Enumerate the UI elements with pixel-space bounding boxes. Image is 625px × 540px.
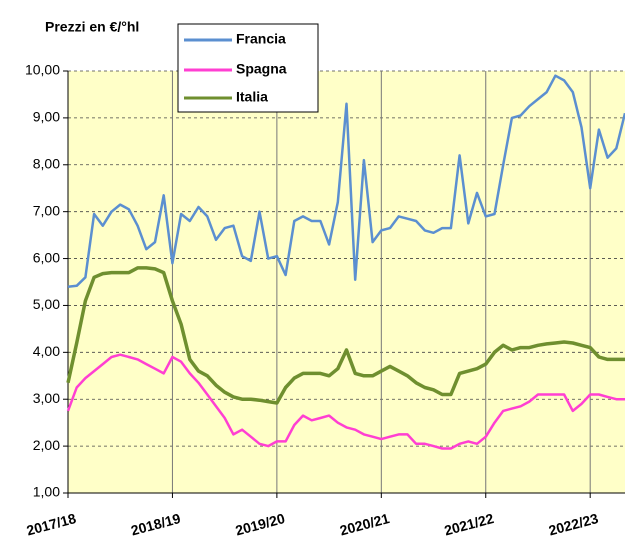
legend-label: Spagna bbox=[236, 61, 287, 77]
y-tick-label: 9,00 bbox=[33, 109, 60, 125]
plot-area bbox=[68, 71, 625, 493]
series-line bbox=[67, 74, 625, 288]
series-line bbox=[66, 266, 625, 405]
y-tick-label: 1,00 bbox=[33, 484, 60, 500]
series-line bbox=[66, 353, 625, 450]
y-tick-label: 6,00 bbox=[33, 249, 60, 265]
x-tick-label: 2019/20 bbox=[234, 510, 287, 539]
x-tick-label: 2017/18 bbox=[25, 510, 78, 539]
legend-label: Italia bbox=[236, 89, 268, 105]
legend-label: Francia bbox=[236, 31, 286, 47]
y-tick-label: 2,00 bbox=[33, 437, 60, 453]
x-tick-label: 2022/23 bbox=[547, 510, 600, 539]
y-tick-label: 8,00 bbox=[33, 155, 60, 171]
x-tick-label: 2018/19 bbox=[129, 510, 182, 539]
y-tick-label: 4,00 bbox=[33, 343, 60, 359]
chart-title: Prezzi en €/°hl bbox=[45, 19, 139, 35]
y-tick-label: 3,00 bbox=[33, 390, 60, 406]
x-tick-label: 2021/22 bbox=[442, 510, 495, 539]
y-tick-label: 10,00 bbox=[25, 62, 60, 78]
y-tick-label: 5,00 bbox=[33, 296, 60, 312]
y-tick-label: 7,00 bbox=[33, 202, 60, 218]
x-tick-label: 2020/21 bbox=[338, 510, 391, 539]
